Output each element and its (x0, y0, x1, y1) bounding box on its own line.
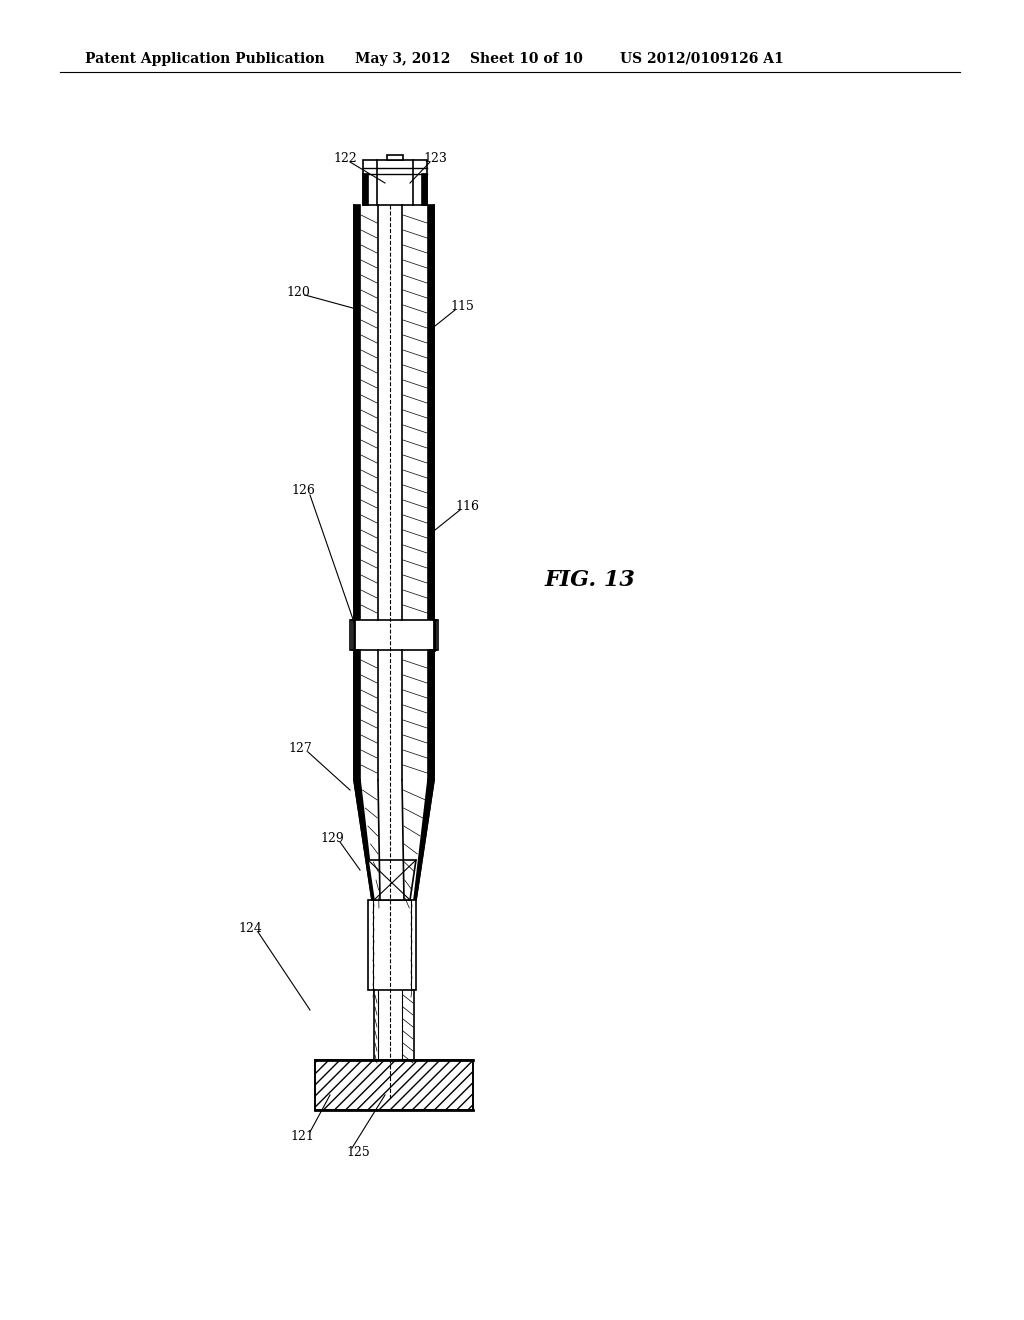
Text: Sheet 10 of 10: Sheet 10 of 10 (470, 51, 583, 66)
Polygon shape (354, 780, 374, 900)
Polygon shape (422, 174, 427, 205)
Text: 129: 129 (321, 832, 344, 845)
Text: 116: 116 (455, 500, 479, 513)
Text: Patent Application Publication: Patent Application Publication (85, 51, 325, 66)
Text: US 2012/0109126 A1: US 2012/0109126 A1 (620, 51, 783, 66)
Polygon shape (414, 780, 434, 900)
Polygon shape (362, 160, 427, 205)
Text: May 3, 2012: May 3, 2012 (355, 51, 451, 66)
Text: FIG. 13: FIG. 13 (545, 569, 636, 591)
Polygon shape (350, 620, 438, 649)
Polygon shape (368, 861, 416, 900)
Polygon shape (315, 1060, 473, 1110)
Polygon shape (362, 174, 368, 205)
Bar (315, 1060, 473, 1110)
Polygon shape (428, 205, 434, 620)
Text: 127: 127 (288, 742, 312, 755)
Text: 121: 121 (290, 1130, 314, 1143)
Text: 123: 123 (423, 152, 446, 165)
Text: 120: 120 (286, 285, 310, 298)
Polygon shape (387, 154, 403, 160)
Polygon shape (354, 649, 360, 780)
Text: 126: 126 (291, 484, 315, 498)
Text: 124: 124 (238, 921, 262, 935)
Polygon shape (354, 205, 360, 620)
Text: 122: 122 (333, 152, 357, 165)
Text: 125: 125 (346, 1146, 370, 1159)
Polygon shape (428, 649, 434, 780)
Polygon shape (368, 900, 416, 990)
Text: 115: 115 (451, 301, 474, 314)
